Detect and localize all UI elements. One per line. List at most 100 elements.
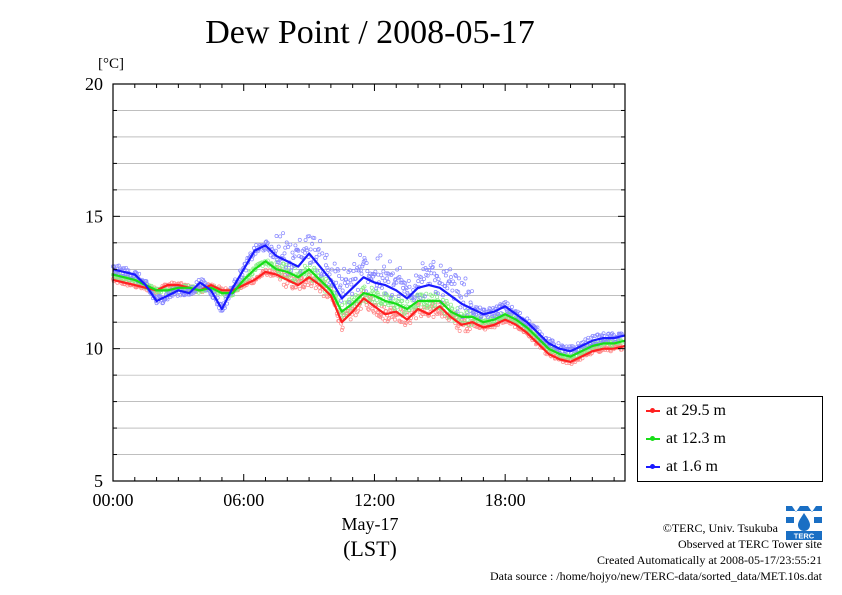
data-point — [478, 305, 482, 310]
data-point — [326, 268, 331, 273]
data-point — [505, 301, 510, 306]
data-point — [323, 276, 328, 281]
data-point — [273, 248, 278, 253]
data-point — [418, 296, 423, 301]
data-point — [398, 265, 403, 270]
data-point — [120, 266, 125, 271]
data-point — [467, 327, 472, 332]
data-point — [348, 278, 353, 283]
data-point — [358, 306, 363, 311]
footer-observed: Observed at TERC Tower site — [677, 537, 822, 551]
data-point — [405, 299, 410, 304]
data-point — [292, 254, 297, 259]
data-point — [450, 306, 455, 311]
data-point — [463, 276, 468, 281]
data-point — [597, 333, 602, 338]
series-lines — [112, 244, 626, 363]
data-point — [265, 241, 270, 246]
data-point — [375, 256, 380, 261]
data-point — [406, 278, 411, 283]
data-point — [137, 271, 142, 276]
data-point — [218, 308, 223, 313]
data-point — [254, 242, 259, 247]
data-point — [340, 325, 345, 330]
chart-legend: at 29.5 m at 12.3 m at 1.6 m — [637, 396, 823, 482]
data-point — [422, 294, 427, 299]
data-point — [277, 260, 282, 265]
data-point — [353, 313, 358, 318]
data-point — [362, 255, 367, 260]
data-point — [601, 331, 606, 336]
data-point — [288, 242, 293, 247]
data-point — [244, 268, 248, 273]
data-point — [395, 305, 400, 310]
footer-info: ©TERC, Univ. Tsukuba Observed at TERC To… — [490, 520, 822, 584]
data-point — [430, 265, 435, 270]
data-point — [448, 267, 453, 272]
data-point — [348, 317, 353, 322]
logo-text: TERC — [794, 532, 815, 541]
data-point — [339, 276, 344, 281]
data-point — [408, 321, 413, 325]
data-point — [431, 314, 436, 319]
data-point — [284, 240, 289, 245]
data-point — [298, 269, 303, 274]
data-point — [480, 307, 485, 312]
data-point — [372, 300, 377, 305]
data-point — [124, 265, 129, 270]
data-point — [334, 280, 339, 285]
data-point — [393, 317, 397, 322]
data-point — [282, 251, 287, 256]
grid — [113, 110, 625, 455]
data-point — [560, 344, 565, 349]
data-point — [394, 280, 399, 285]
data-point — [384, 292, 389, 297]
y-axis-unit: [°C] — [98, 56, 124, 72]
data-point — [388, 296, 393, 301]
data-point — [387, 272, 392, 277]
data-point — [457, 328, 462, 333]
data-point — [403, 310, 408, 315]
data-point — [297, 279, 302, 284]
legend-label: at 12.3 m — [666, 430, 726, 447]
data-point — [361, 262, 365, 267]
data-point — [286, 263, 291, 267]
data-point — [425, 267, 429, 272]
data-point — [339, 327, 344, 332]
data-point — [445, 301, 450, 306]
data-point — [313, 286, 318, 291]
data-point — [347, 268, 352, 273]
data-point — [385, 276, 389, 281]
x-tick-label: 18:00 — [485, 490, 526, 510]
data-point — [456, 276, 461, 281]
data-point — [415, 293, 420, 298]
data-point — [325, 265, 330, 270]
data-point — [284, 265, 288, 270]
data-point — [380, 316, 385, 321]
data-point — [368, 271, 373, 276]
data-point — [369, 285, 374, 290]
data-point — [347, 297, 352, 302]
data-point — [338, 283, 343, 288]
data-point — [297, 286, 302, 291]
x-tick-label: 12:00 — [354, 490, 395, 510]
data-point — [419, 280, 424, 284]
data-point — [388, 305, 393, 310]
data-point — [395, 298, 400, 303]
data-point — [403, 281, 408, 286]
data-point — [329, 267, 334, 272]
data-point — [342, 300, 347, 305]
data-point — [454, 274, 458, 279]
data-point — [356, 268, 361, 273]
data-point — [307, 234, 312, 239]
data-point — [340, 288, 345, 293]
data-point — [305, 248, 309, 253]
data-point — [491, 306, 496, 311]
data-point — [262, 247, 267, 252]
data-point — [382, 264, 387, 269]
data-point — [535, 325, 540, 330]
data-point — [294, 285, 299, 289]
data-point — [462, 282, 466, 287]
data-point — [278, 277, 283, 282]
data-point — [313, 267, 317, 272]
